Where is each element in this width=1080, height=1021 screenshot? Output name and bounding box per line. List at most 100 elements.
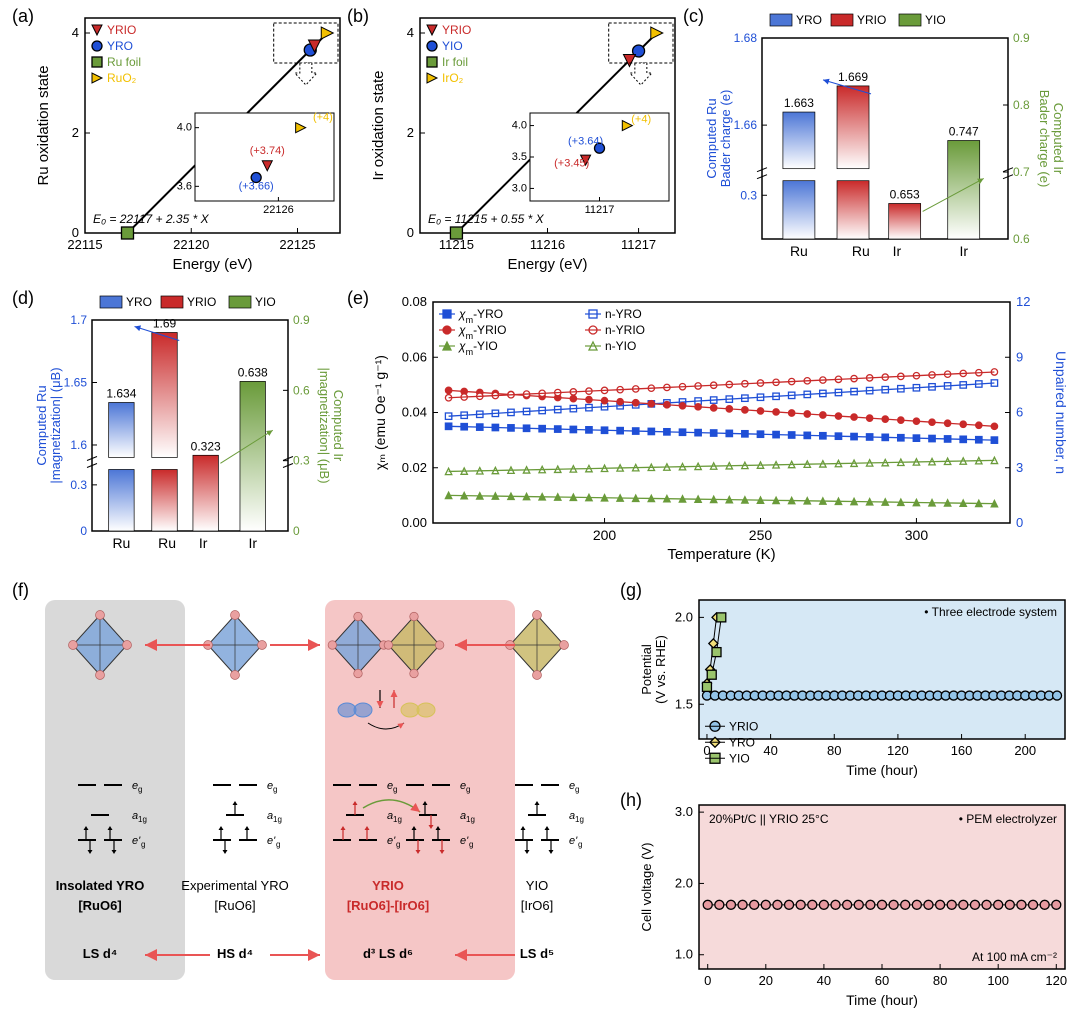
svg-text:YIO: YIO	[729, 751, 750, 765]
svg-text:40: 40	[817, 973, 831, 988]
svg-text:(+4): (+4)	[313, 111, 333, 123]
svg-text:YRO: YRO	[796, 13, 822, 27]
svg-text:Ru: Ru	[790, 243, 808, 259]
svg-text:1.6: 1.6	[70, 438, 87, 452]
svg-text:YRIO: YRIO	[442, 23, 471, 37]
svg-text:e': e'	[387, 835, 396, 847]
svg-text:0: 0	[704, 973, 711, 988]
svg-text:0: 0	[80, 524, 87, 538]
svg-text:|magnetization| (μB): |magnetization| (μB)	[317, 367, 332, 483]
svg-text:1g: 1g	[466, 815, 475, 824]
svg-text:120: 120	[887, 743, 909, 758]
svg-text:20%Pt/C || YRIO 25°C: 20%Pt/C || YRIO 25°C	[709, 812, 829, 826]
svg-text:Computed Ir: Computed Ir	[1051, 103, 1066, 175]
svg-text:0.3: 0.3	[293, 454, 310, 468]
svg-text:200: 200	[593, 527, 617, 543]
svg-text:[RuO6]: [RuO6]	[78, 898, 121, 913]
svg-text:Computed Ir: Computed Ir	[331, 390, 346, 462]
svg-text:HS d⁴: HS d⁴	[217, 946, 253, 961]
svg-text:0.02: 0.02	[402, 460, 427, 475]
svg-text:Ru: Ru	[158, 535, 176, 551]
svg-text:2.0: 2.0	[675, 609, 693, 624]
svg-text:12: 12	[1016, 294, 1030, 309]
svg-text:1g: 1g	[273, 815, 282, 824]
svg-text:22126: 22126	[263, 204, 294, 216]
svg-text:3.0: 3.0	[512, 182, 527, 194]
svg-text:Ru oxidation state: Ru oxidation state	[35, 65, 52, 185]
svg-text:1.68: 1.68	[734, 31, 758, 45]
svg-text:0.6: 0.6	[1013, 232, 1030, 246]
svg-text:3.0: 3.0	[675, 804, 693, 819]
svg-text:250: 250	[749, 527, 773, 543]
svg-text:Ir oxidation state: Ir oxidation state	[370, 70, 387, 180]
svg-text:YRO: YRO	[126, 295, 152, 309]
svg-text:g: g	[466, 785, 470, 794]
panel-c: 0.31.661.680.60.70.80.9Computed RuBader …	[700, 6, 1070, 281]
svg-text:n-YRO: n-YRO	[605, 307, 642, 321]
svg-text:Computed Ru: Computed Ru	[34, 385, 49, 465]
svg-text:1.663: 1.663	[784, 96, 814, 110]
svg-text:60: 60	[875, 973, 889, 988]
panel-d: 00.31.61.651.700.30.60.9Computed Ru|magn…	[30, 288, 350, 573]
svg-text:3.5: 3.5	[512, 151, 527, 163]
svg-text:6: 6	[1016, 405, 1023, 420]
svg-text:11217: 11217	[585, 204, 615, 216]
svg-text:Temperature (K): Temperature (K)	[667, 546, 775, 563]
svg-text:3.6: 3.6	[177, 180, 192, 192]
svg-text:Ir foil: Ir foil	[442, 55, 468, 69]
svg-text:g: g	[393, 785, 397, 794]
svg-text:[RuO6]: [RuO6]	[214, 898, 255, 913]
svg-text:11217: 11217	[621, 237, 656, 252]
svg-text:Ru: Ru	[852, 243, 870, 259]
svg-text:0.7: 0.7	[1013, 165, 1030, 179]
svg-text:(+4): (+4)	[631, 113, 651, 125]
svg-text:3: 3	[1016, 460, 1023, 475]
svg-text:e': e'	[569, 835, 578, 847]
svg-text:0: 0	[72, 225, 79, 240]
svg-text:(+3.74): (+3.74)	[250, 145, 285, 157]
svg-text:Time (hour): Time (hour)	[846, 762, 918, 778]
svg-text:Experimental YRO: Experimental YRO	[181, 878, 288, 893]
svg-text:0: 0	[293, 524, 300, 538]
svg-text:120: 120	[1045, 973, 1067, 988]
svg-text:n-YIO: n-YIO	[605, 339, 636, 353]
svg-text:n-YRIO: n-YRIO	[605, 323, 645, 337]
svg-text:200: 200	[1014, 743, 1036, 758]
svg-text:Ru foil: Ru foil	[107, 55, 141, 69]
svg-text:0.9: 0.9	[293, 313, 310, 327]
svg-text:1.7: 1.7	[70, 313, 87, 327]
svg-text:(+3.66): (+3.66)	[239, 180, 274, 192]
svg-text:Energy (eV): Energy (eV)	[172, 256, 252, 273]
svg-text:Insolated YRO: Insolated YRO	[56, 878, 145, 893]
svg-text:1.65: 1.65	[64, 375, 88, 389]
svg-text:E₀ = 11215 + 0.55 * X: E₀ = 11215 + 0.55 * X	[428, 212, 545, 226]
svg-text:80: 80	[933, 973, 947, 988]
svg-text:1g: 1g	[575, 815, 584, 824]
svg-text:(+3.45): (+3.45)	[554, 157, 589, 169]
svg-text:(+3.64): (+3.64)	[568, 135, 603, 147]
svg-text:22120: 22120	[173, 237, 209, 252]
svg-text:4.0: 4.0	[512, 120, 527, 132]
svg-text:LS d⁵: LS d⁵	[520, 946, 554, 961]
svg-text:0: 0	[407, 225, 414, 240]
svg-text:Bader charge (e): Bader charge (e)	[718, 90, 733, 188]
svg-text:0.08: 0.08	[402, 294, 427, 309]
svg-text:g: g	[141, 840, 145, 849]
svg-text:4.0: 4.0	[177, 122, 192, 134]
svg-text:Unpaired number, n: Unpaired number, n	[1053, 351, 1069, 474]
svg-text:e': e'	[132, 835, 141, 847]
svg-text:1.634: 1.634	[106, 386, 136, 400]
panel-f: ega1ge'gega1ge'gega1ge'gega1ge'gega1ge'g…	[20, 590, 620, 1010]
svg-text:g: g	[578, 840, 582, 849]
svg-text:g: g	[469, 840, 473, 849]
svg-text:(V vs. RHE): (V vs. RHE)	[653, 635, 668, 704]
svg-text:0.323: 0.323	[191, 439, 221, 453]
svg-text:YIO: YIO	[255, 295, 276, 309]
svg-text:1g: 1g	[138, 815, 147, 824]
svg-text:0.00: 0.00	[402, 515, 427, 530]
svg-text:YIO: YIO	[442, 39, 463, 53]
svg-text:4: 4	[407, 25, 414, 40]
svg-text:|magnetization| (μB): |magnetization| (μB)	[48, 367, 63, 483]
svg-text:9: 9	[1016, 349, 1023, 364]
panel-e: 2002503000.000.020.040.060.08036912Tempe…	[365, 288, 1070, 573]
